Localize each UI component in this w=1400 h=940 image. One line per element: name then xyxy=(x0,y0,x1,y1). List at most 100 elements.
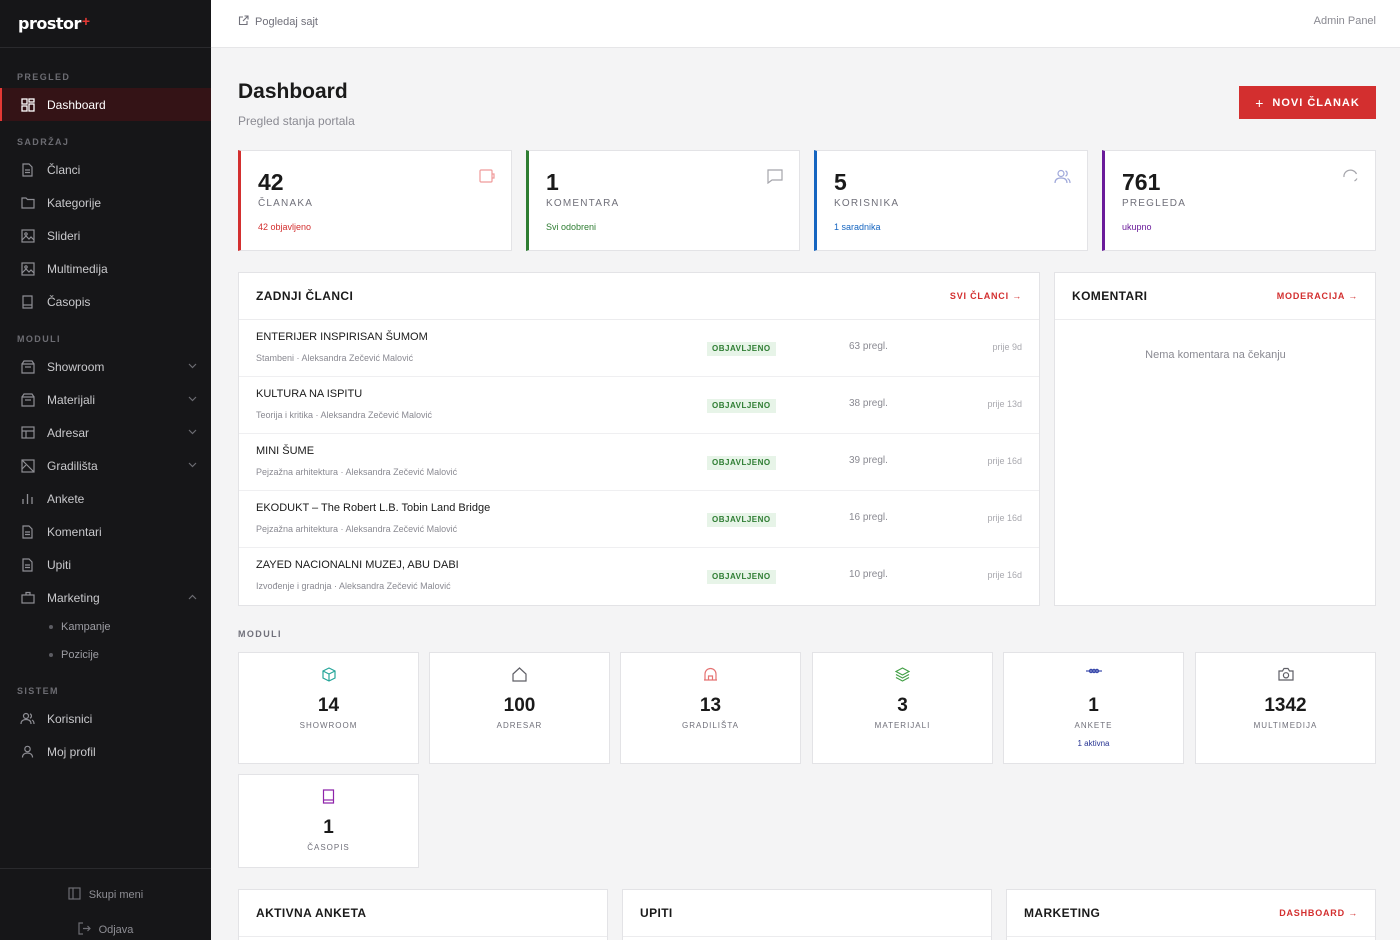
sidebar-item-multimedija[interactable]: Multimedija xyxy=(0,252,211,285)
bullet-icon xyxy=(49,653,53,657)
sidebar-item-kategorije[interactable]: Kategorije xyxy=(0,186,211,219)
stat-label: PREGLEDA xyxy=(1122,198,1187,209)
stat-card-articles[interactable]: 42 ČLANAKA 42 objavljeno xyxy=(238,150,512,251)
module-value: 1 xyxy=(323,817,334,838)
stat-card-comments[interactable]: 1 KOMENTARA Svi odobreni xyxy=(526,150,800,251)
brand-name: prostor xyxy=(18,14,81,33)
module-label: ČASOPIS xyxy=(307,843,350,852)
brand-mark: + xyxy=(81,12,91,29)
sidebar-item-ankete[interactable]: Ankete xyxy=(0,482,211,515)
sidebar-item-showroom[interactable]: Showroom xyxy=(0,350,211,383)
stat-card-users[interactable]: 5 KORISNIKA 1 saradnika xyxy=(814,150,1088,251)
chevron-up-icon xyxy=(188,592,197,603)
article-title[interactable]: EKODUKT – The Robert L.B. Tobin Land Bri… xyxy=(256,502,491,514)
module-card-ankete[interactable]: 1 ANKETE 1 aktivna xyxy=(1003,652,1184,764)
article-row[interactable]: ENTERIJER INSPIRISAN ŠUMOM Stambeni · Al… xyxy=(239,320,1039,377)
empty-state-text: Nema komentara na čekanju xyxy=(1145,349,1286,361)
camera-icon xyxy=(1196,667,1375,681)
sidebar-item-label: Časopis xyxy=(47,294,91,309)
sidebar-item-label: Članci xyxy=(47,162,81,177)
article-meta: Teorija i kritika · Aleksandra Zečević M… xyxy=(256,410,433,420)
sidebar-item-label: Kategorije xyxy=(47,195,102,210)
article-age: prije 16d xyxy=(987,570,1022,580)
sidebar-item-gradilista[interactable]: Gradilišta xyxy=(0,449,211,482)
sidebar-subitem-kampanje[interactable]: Kampanje xyxy=(49,621,111,633)
users-icon xyxy=(1054,169,1071,189)
article-row[interactable]: ZAYED NACIONALNI MUZEJ, ABU DABI Izvođen… xyxy=(239,548,1039,605)
marketing-dashboard-link[interactable]: DASHBOARD → xyxy=(1279,908,1358,918)
all-articles-link[interactable]: SVI ČLANCI → xyxy=(949,291,1022,301)
module-card-showroom[interactable]: 14 SHOWROOM xyxy=(238,652,419,764)
modules-section-label: MODULI xyxy=(238,629,282,639)
cube-icon xyxy=(239,667,418,682)
view-site-label: Pogledaj sajt xyxy=(255,16,318,28)
inquiries-panel: UPITI xyxy=(622,889,992,940)
sidebar-item-label: Korisnici xyxy=(47,711,93,726)
module-card-gradilista[interactable]: 13 GRADILIŠTA xyxy=(620,652,801,764)
panel-title: ZADNJI ČLANCI xyxy=(256,289,354,303)
sidebar-item-adresar[interactable]: Adresar xyxy=(0,416,211,449)
article-age: prije 13d xyxy=(987,399,1022,409)
module-label: GRADILIŠTA xyxy=(682,721,739,730)
sidebar-item-label: Upiti xyxy=(47,557,72,572)
section-label-modules: MODULI xyxy=(17,334,61,344)
article-row[interactable]: EKODUKT – The Robert L.B. Tobin Land Bri… xyxy=(239,491,1039,548)
view-site-link[interactable]: Pogledaj sajt xyxy=(238,15,318,29)
new-article-label: NOVI ČLANAK xyxy=(1272,96,1360,109)
brand-logo[interactable]: prostor + xyxy=(0,0,211,48)
article-title[interactable]: ZAYED NACIONALNI MUZEJ, ABU DABI xyxy=(256,559,459,571)
sidebar-item-clanci[interactable]: Članci xyxy=(0,153,211,186)
article-title[interactable]: MINI ŠUME xyxy=(256,445,315,457)
sidebar-subitem-pozicije[interactable]: Pozicije xyxy=(49,649,99,661)
chat-icon xyxy=(767,169,783,189)
sidebar-item-label: Dashboard xyxy=(47,97,106,112)
poll-icon xyxy=(1004,667,1183,675)
module-label: ANKETE xyxy=(1074,721,1113,730)
panel-header: MARKETING DASHBOARD → xyxy=(1007,890,1375,937)
sidebar-item-label: Slideri xyxy=(47,228,81,243)
sidebar-item-korisnici[interactable]: Korisnici xyxy=(0,702,211,735)
sidebar-item-komentari[interactable]: Komentari xyxy=(0,515,211,548)
logout-button[interactable]: Odjava xyxy=(0,922,211,938)
status-badge: OBJAVLJENO xyxy=(707,513,776,527)
new-article-button[interactable]: + NOVI ČLANAK xyxy=(1239,86,1376,119)
panel-header: KOMENTARI MODERACIJA → xyxy=(1055,273,1375,320)
collapse-menu-button[interactable]: Skupi meni xyxy=(0,887,211,903)
module-card-casopis[interactable]: 1 ČASOPIS xyxy=(238,774,419,868)
moderation-link[interactable]: MODERACIJA → xyxy=(1276,291,1358,301)
article-views: 39 pregl. xyxy=(849,455,888,466)
module-card-multimedija[interactable]: 1342 MULTIMEDIJA xyxy=(1195,652,1376,764)
stat-label: KOMENTARA xyxy=(546,198,620,209)
article-views: 63 pregl. xyxy=(849,341,888,352)
user-icon xyxy=(20,744,35,759)
section-label-overview: PREGLED xyxy=(17,72,71,82)
stat-value: 5 xyxy=(834,169,847,195)
article-title[interactable]: KULTURA NA ISPITU xyxy=(256,388,363,400)
logout-icon xyxy=(77,922,91,938)
admin-panel-label: Admin Panel xyxy=(1313,15,1376,27)
stat-card-views[interactable]: 761 PREGLEDA ukupno xyxy=(1102,150,1376,251)
bar-chart-icon xyxy=(20,491,35,506)
sidebar-item-casopis[interactable]: Časopis xyxy=(0,285,211,318)
sidebar-item-marketing[interactable]: Marketing xyxy=(0,581,211,614)
article-row[interactable]: KULTURA NA ISPITU Teorija i kritika · Al… xyxy=(239,377,1039,434)
module-card-adresar[interactable]: 100 ADRESAR xyxy=(429,652,610,764)
module-label: ADRESAR xyxy=(496,721,543,730)
module-label: MULTIMEDIJA xyxy=(1253,721,1318,730)
sidebar-item-dashboard[interactable]: Dashboard xyxy=(0,88,211,121)
chevron-down-icon xyxy=(188,361,197,372)
home-icon xyxy=(430,667,609,682)
sidebar-item-slideri[interactable]: Slideri xyxy=(0,219,211,252)
sidebar-item-upiti[interactable]: Upiti xyxy=(0,548,211,581)
sidebar-subitem-label: Kampanje xyxy=(61,621,111,633)
article-row[interactable]: MINI ŠUME Pejzažna arhitektura · Aleksan… xyxy=(239,434,1039,491)
logout-label: Odjava xyxy=(98,924,134,936)
module-note: 1 aktivna xyxy=(1077,739,1110,748)
sidebar-item-materijali[interactable]: Materijali xyxy=(0,383,211,416)
article-title[interactable]: ENTERIJER INSPIRISAN ŠUMOM xyxy=(256,331,428,343)
refresh-icon xyxy=(1342,169,1359,188)
module-card-materijali[interactable]: 3 MATERIJALI xyxy=(812,652,993,764)
sidebar-item-profil[interactable]: Moj profil xyxy=(0,735,211,768)
panel-header: UPITI xyxy=(623,890,991,937)
comments-panel: KOMENTARI MODERACIJA → Nema komentara na… xyxy=(1054,272,1376,606)
